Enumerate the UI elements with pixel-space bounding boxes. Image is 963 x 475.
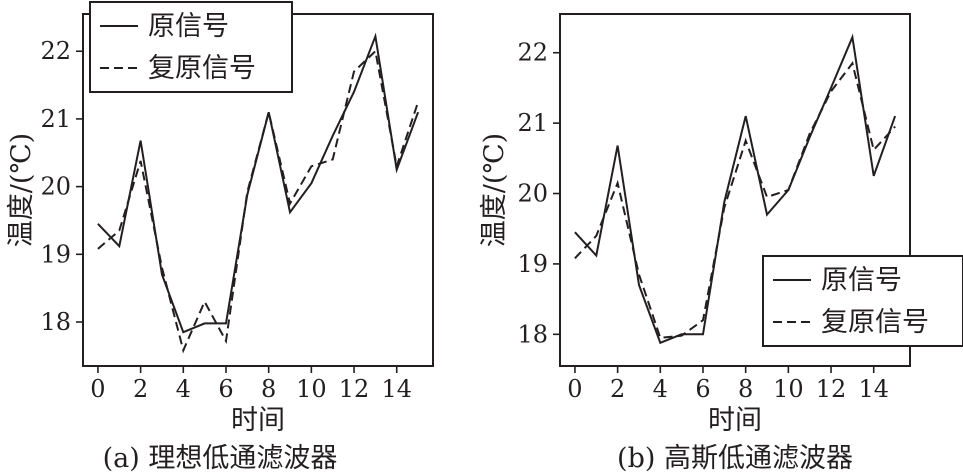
chart-a-legend-label: 原信号	[148, 11, 229, 42]
chart-a-x-tick-label: 0	[90, 375, 105, 403]
chart-a-x-tick-label: 10	[296, 375, 327, 403]
chart-b: 0 2 4 6 8 10 12 14 18 19 20 21 22 时间 温度/(℃) (b) 高斯低通滤波器…	[479, 13, 963, 474]
chart-a-caption: (a) 理想低通滤波器	[103, 443, 338, 474]
chart-a-y-tick-label: 18	[40, 308, 71, 336]
chart-b-series-restored-line	[574, 61, 896, 339]
chart-a-series-restored-line	[97, 49, 420, 354]
chart-b-y-tick-label: 22	[517, 39, 548, 67]
chart-b-x-tick-label: 8	[738, 375, 753, 403]
chart-b-legend-label: 复原信号	[821, 307, 929, 338]
chart-b-x-tick-label: 0	[567, 375, 582, 403]
chart-a-y-tick-label: 20	[40, 173, 71, 201]
chart-a-x-axis-label: 时间	[231, 405, 285, 436]
chart-a-x-tick-label: 4	[176, 375, 191, 403]
chart-a: 0 2 4 6 8 10 12 14 18 19 20 21 22 时间 温度/(℃) (a) 理想低通滤波器…	[6, 1, 434, 474]
chart-b-y-tick-label: 20	[517, 180, 548, 208]
chart-b-plot-frame	[559, 13, 911, 367]
chart-a-x-tick-label: 6	[218, 375, 233, 403]
chart-b-x-tick-label: 6	[695, 375, 710, 403]
chart-a-x-tick-label: 8	[261, 375, 276, 403]
chart-a-y-axis-label: 温度/(℃)	[6, 133, 37, 247]
chart-a-x-tick-label: 2	[133, 375, 148, 403]
chart-b-x-tick-label: 4	[653, 375, 668, 403]
chart-b-x-axis-label: 时间	[708, 405, 762, 436]
chart-b-y-axis-label: 温度/(℃)	[479, 133, 510, 247]
chart-a-series-original-line	[97, 32, 420, 334]
chart-b-y-tick-label: 21	[517, 109, 548, 137]
chart-b-x-tick-label: 2	[610, 375, 625, 403]
chart-a-legend-box	[89, 1, 293, 93]
chart-b-x-tick-label: 12	[816, 375, 847, 403]
chart-a-y-tick-label: 19	[40, 240, 71, 268]
chart-b-legend-box	[762, 255, 963, 347]
chart-b-x-tick-label: 14	[858, 375, 889, 403]
chart-a-x-tick-label: 14	[381, 375, 412, 403]
chart-a-y-tick-label: 22	[40, 37, 71, 65]
chart-b-y-tick-label: 18	[517, 320, 548, 348]
chart-b-x-tick-label: 10	[773, 375, 804, 403]
chart-a-x-tick-label: 12	[339, 375, 370, 403]
chart-b-caption: (b) 高斯低通滤波器	[617, 443, 853, 474]
chart-a-y-tick-label: 21	[40, 105, 71, 133]
chart-b-legend-label: 原信号	[821, 265, 902, 296]
chart-a-legend-label: 复原信号	[148, 53, 256, 84]
chart-b-series-original-line	[574, 33, 897, 345]
chart-b-y-tick-label: 19	[517, 250, 548, 278]
